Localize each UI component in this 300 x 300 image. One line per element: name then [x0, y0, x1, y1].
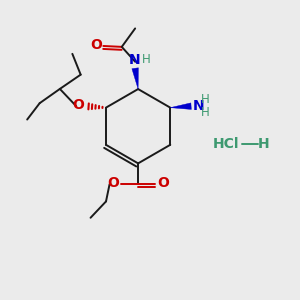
Text: O: O — [157, 176, 169, 190]
Text: N: N — [129, 53, 140, 67]
Polygon shape — [132, 68, 138, 89]
Text: H: H — [142, 53, 151, 66]
Text: O: O — [107, 176, 119, 190]
Text: H: H — [201, 93, 210, 106]
Text: H: H — [258, 137, 269, 151]
Text: O: O — [72, 98, 84, 112]
Text: HCl: HCl — [212, 137, 239, 151]
Text: H: H — [201, 106, 210, 119]
Text: O: O — [90, 38, 102, 52]
Polygon shape — [170, 103, 191, 110]
Text: N: N — [193, 99, 204, 113]
